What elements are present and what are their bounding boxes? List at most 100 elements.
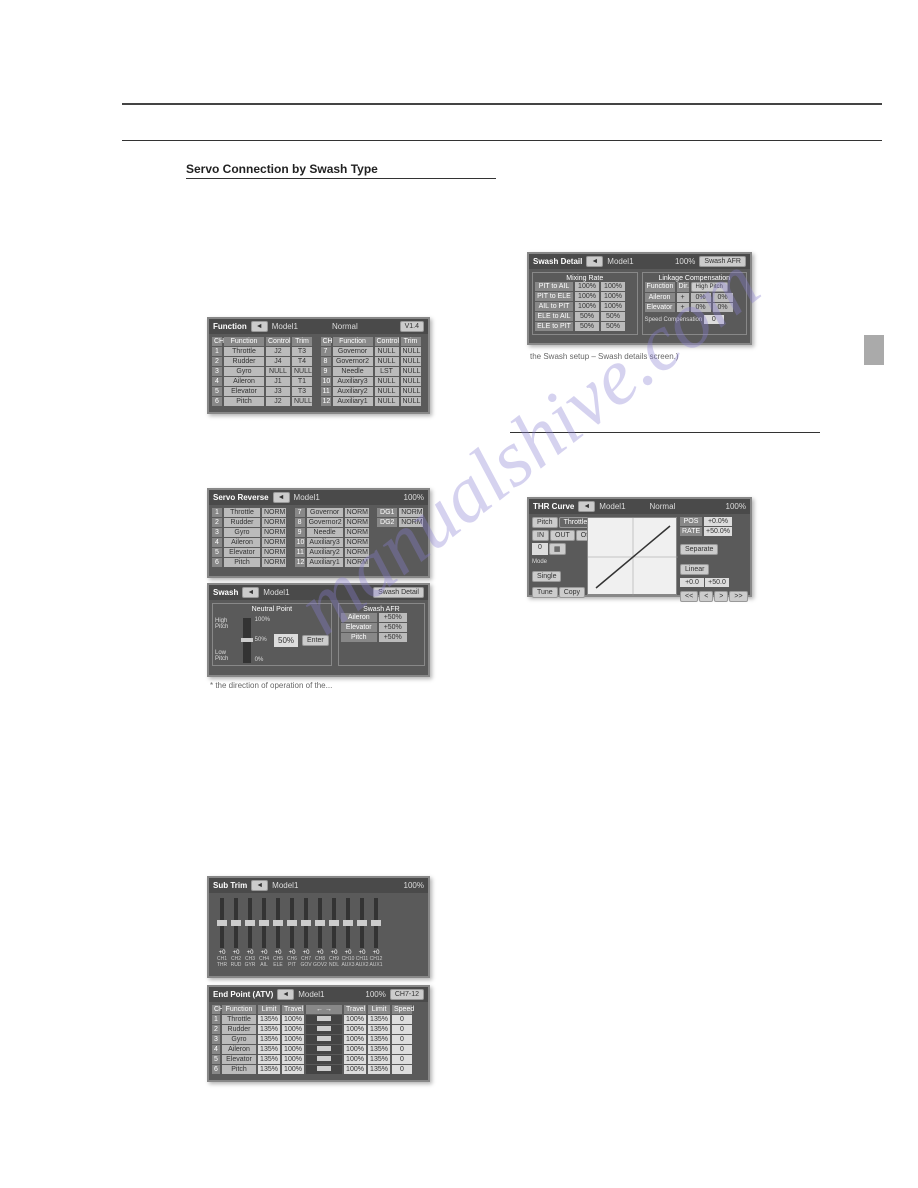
pct-label: 100% [404,493,424,502]
panel-title: Function [213,322,247,331]
neutral-point-box: Neutral Point High Pitch Low Pitch 100% … [212,603,332,666]
trim-slider[interactable]: +0 CH5 ELE [271,896,285,968]
separate-button[interactable]: Separate [680,544,718,555]
out-button[interactable]: OUT [550,530,575,541]
endpoint-header: CH Function Limit Travel ← → Travel Limi… [212,1005,425,1014]
table-row: ELE to PIT50%50% [535,322,635,331]
reverse-left-col: 1ThrottleNORM2RudderNORM3GyroNORM4Ailero… [212,508,292,568]
table-row: 6PitchJ2NULL [212,397,317,406]
nav-prev[interactable]: < [699,591,713,602]
curve-graph [587,517,677,595]
panel-title: THR Curve [533,502,574,511]
table-row: 1ThrottleNORM [212,508,292,517]
table-row: 4AileronNORM [212,538,292,547]
function-left-table: CH Function Control Trim 1ThrottleJ2T32R… [212,337,317,407]
nav-first[interactable]: << [680,591,698,602]
back-icon[interactable]: ◄ [251,321,268,332]
section-divider [510,432,820,433]
pitch-tab[interactable]: Pitch [532,517,558,528]
linear-button[interactable]: Linear [680,564,709,575]
page-header-rule [122,103,882,141]
table-row: 10Auxiliary3NORM [295,538,375,547]
nav-next[interactable]: > [714,591,728,602]
model-label: Model1 [599,502,625,511]
table-row: 9NeedleNORM [295,528,375,537]
swash-panel: Swash ◄ Model1 Swash Detail Neutral Poin… [207,583,430,677]
high-pitch-label: High Pitch [215,618,239,630]
panel-title: Swash [213,588,238,597]
condition-label: Normal [332,322,358,331]
trim-slider[interactable]: +0 CH6 PIT [285,896,299,968]
panel-title: Sub Trim [213,881,247,890]
swash-detail-button[interactable]: Swash Detail [373,587,424,598]
speed-comp-label: Speed Compensation 0 [645,316,745,323]
low-pitch-label: Low Pitch [215,650,239,662]
table-row: 11Auxiliary2NORM [295,548,375,557]
back-icon[interactable]: ◄ [251,880,268,891]
graph-icon[interactable]: ▦ [549,543,566,555]
table-row: 5ElevatorNORM [212,548,292,557]
model-label: Model1 [607,257,633,266]
trim-slider[interactable]: +0 CH4 AIL [257,896,271,968]
trim-slider[interactable]: +0 CH12 AUX1 [369,896,383,968]
table-row: 6PitchNORM [212,558,292,567]
curve-right-controls: POS+0.0% RATE+50.0% Separate Linear +0.0… [680,517,742,602]
swash-afr-button[interactable]: Swash AFR [699,256,746,267]
trim-slider[interactable]: +0 CH2 RUD [229,896,243,968]
function-right-table: CH Function Control Trim 7GovernorNULLNU… [321,337,426,407]
pct-label: 100% [675,257,695,266]
trim-slider[interactable]: +0 CH8 GOV2 [313,896,327,968]
table-row: 4AileronJ1T1 [212,377,317,386]
model-label: Model1 [298,990,324,999]
trim-slider[interactable]: +0 CH11 AUX2 [355,896,369,968]
enter-button[interactable]: Enter [302,635,329,646]
pct-label: 100% [726,502,746,511]
back-icon[interactable]: ◄ [586,256,603,267]
speed-comp-value[interactable]: 0 [704,315,724,324]
table-row: 8Governor2NORM [295,518,375,527]
channel-nav-button[interactable]: CH7-12 [390,989,424,1000]
table-row: Aileron+50% [341,613,422,622]
table-row: 1 Throttle 135% 100% 100% 135% 0 [212,1015,425,1024]
copy-button[interactable]: Copy [559,587,585,598]
table-row: 8Governor2NULLNULL [321,357,426,366]
trim-slider[interactable]: +0 CH9 NDL [327,896,341,968]
table-row: 5 Elevator 135% 100% 100% 135% 0 [212,1055,425,1064]
trim-slider[interactable]: +0 CH1 THR [215,896,229,968]
table-row: 11Auxiliary2NULLNULL [321,387,426,396]
trim-slider[interactable]: +0 CH7 GOV [299,896,313,968]
table-row: Elevator+50% [341,623,422,632]
table-row: 3 Gyro 135% 100% 100% 135% 0 [212,1035,425,1044]
tune-button[interactable]: Tune [532,587,558,598]
servo-reverse-panel: Servo Reverse ◄ Model1 100% 1ThrottleNOR… [207,488,430,578]
curve-left-controls: Pitch Throttle IN OUT Offset 0 ▦ Mode Si… [532,517,584,602]
table-row: 6 Pitch 135% 100% 100% 135% 0 [212,1065,425,1074]
in-button[interactable]: IN [532,530,549,541]
swash-detail-panel: Swash Detail ◄ Model1 100% Swash AFR Mix… [527,252,752,345]
model-label: Model1 [272,322,298,331]
model-label: Model1 [263,588,289,597]
table-row: 5ElevatorJ3T3 [212,387,317,396]
panel-title: Servo Reverse [213,493,269,502]
table-row: Pitch+50% [341,633,422,642]
version-badge: V1.4 [400,321,424,332]
back-icon[interactable]: ◄ [578,501,595,512]
trim-sliders: +0 CH1 THR +0 CH2 RUD +0 CH3 GYR +0 CH4 … [209,893,428,971]
nav-last[interactable]: >> [729,591,747,602]
mode-button[interactable]: Single [532,571,561,582]
panel-title: Swash Detail [533,257,582,266]
mixing-rate-box: Mixing Rate PIT to AIL100%100%PIT to ELE… [532,272,638,335]
neutral-pct: 50% [274,634,298,647]
table-row: PIT to ELE100%100% [535,292,635,301]
back-icon[interactable]: ◄ [273,492,290,503]
caption-text-2: * the direction of operation of the... [210,681,332,691]
neutral-slider[interactable] [243,618,250,663]
trim-slider[interactable]: +0 CH10 AUX3 [341,896,355,968]
back-icon[interactable]: ◄ [277,989,294,1000]
trim-slider[interactable]: +0 CH3 GYR [243,896,257,968]
back-icon[interactable]: ◄ [242,587,259,598]
table-row: 7GovernorNULLNULL [321,347,426,356]
reverse-right-col: DG1NORMDG2NORM [377,508,425,568]
offset-value[interactable]: 0 [532,543,548,555]
table-row: DG2NORM [377,518,425,527]
